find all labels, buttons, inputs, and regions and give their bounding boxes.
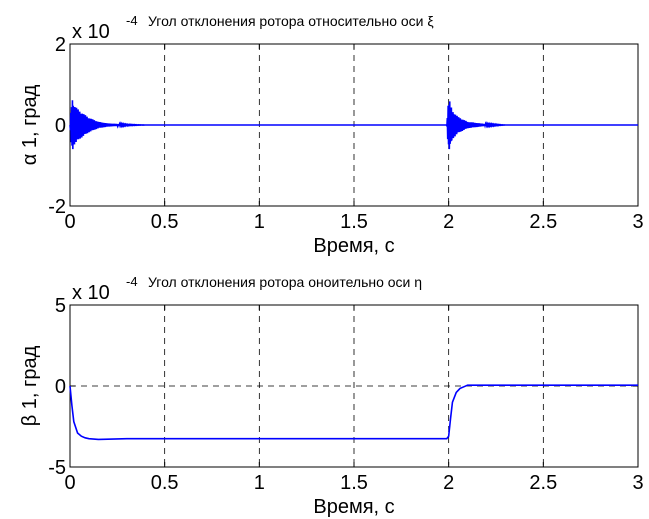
axis-multiplier-exponent: -4	[126, 13, 138, 28]
y-tick-label: -2	[48, 196, 66, 218]
y-tick-label: 5	[55, 295, 66, 317]
axis-multiplier: x 10	[72, 21, 110, 43]
x-tick-label: 1.5	[340, 472, 368, 494]
x-tick-label: 0	[64, 472, 75, 494]
chart-title: Угол отклонения ротора оноительно оси η	[148, 274, 422, 290]
y-axis-label: β 1, град	[19, 345, 41, 426]
x-axis-label: Время, с	[313, 496, 394, 518]
x-tick-label: 0	[64, 211, 75, 233]
x-tick-label: 0.5	[151, 211, 179, 233]
axis-multiplier: x 10	[72, 282, 110, 304]
data-series-line	[69, 100, 638, 150]
x-tick-label: 0.5	[151, 472, 179, 494]
x-tick-label: 2.5	[529, 211, 557, 233]
y-tick-label: 0	[55, 115, 66, 137]
axis-multiplier-exponent: -4	[126, 274, 138, 289]
x-axis-label: Время, с	[313, 235, 394, 257]
x-tick-label: 1.5	[340, 211, 368, 233]
x-tick-label: 3	[632, 472, 643, 494]
x-tick-label: 2	[443, 472, 454, 494]
data-series-line	[69, 384, 638, 441]
y-axis-label: α 1, град	[19, 84, 41, 165]
x-tick-label: 2.5	[529, 472, 557, 494]
x-tick-label: 2	[443, 211, 454, 233]
x-tick-label: 3	[632, 211, 643, 233]
y-tick-label: 2	[55, 34, 66, 56]
x-tick-label: 1	[254, 472, 265, 494]
x-tick-label: 1	[254, 211, 265, 233]
y-tick-label: 0	[55, 376, 66, 398]
y-tick-label: -5	[48, 457, 66, 479]
chart-title: Угол отклонения ротора относительно оси …	[148, 13, 434, 29]
